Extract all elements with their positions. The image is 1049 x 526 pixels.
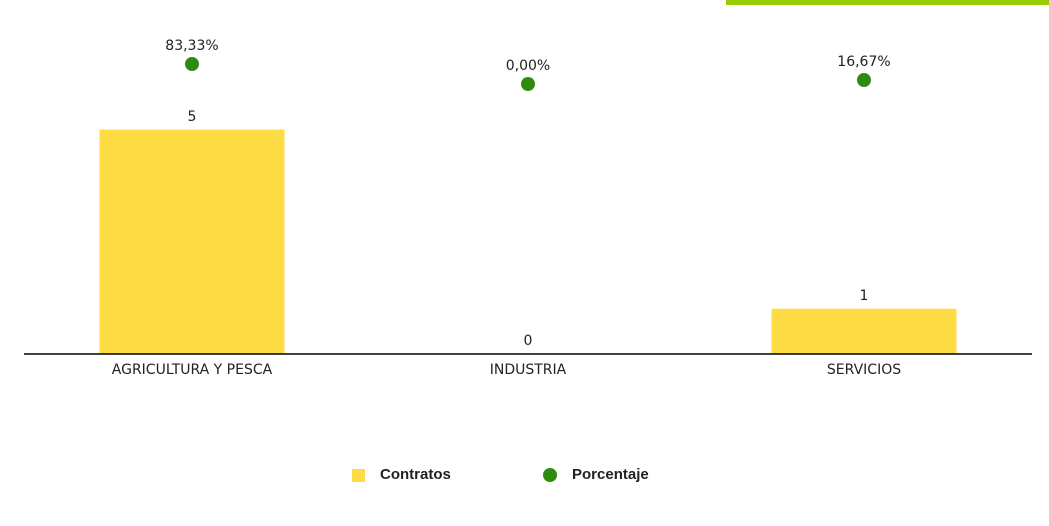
x-tick-label: INDUSTRIA (490, 362, 567, 378)
bar (771, 308, 957, 355)
bar-value-label: 5 (188, 109, 197, 125)
bar-value-label: 1 (860, 288, 869, 304)
point-value-label: 0,00% (506, 58, 550, 74)
point (857, 72, 871, 87)
x-tick-label: AGRICULTURA Y PESCA (112, 362, 273, 378)
legend-label: Porcentaje (572, 466, 649, 483)
legend-swatch (543, 468, 557, 482)
legend-swatch (352, 469, 365, 482)
point (521, 77, 535, 91)
point (185, 57, 199, 72)
point-value-label: 16,67% (837, 54, 890, 70)
x-tick-label: SERVICIOS (827, 362, 901, 378)
top-accent (726, 0, 1049, 5)
bar-value-label: 0 (524, 333, 533, 349)
bar (99, 129, 285, 355)
point-value-label: 83,33% (165, 38, 218, 54)
legend-label: Contratos (380, 466, 451, 483)
